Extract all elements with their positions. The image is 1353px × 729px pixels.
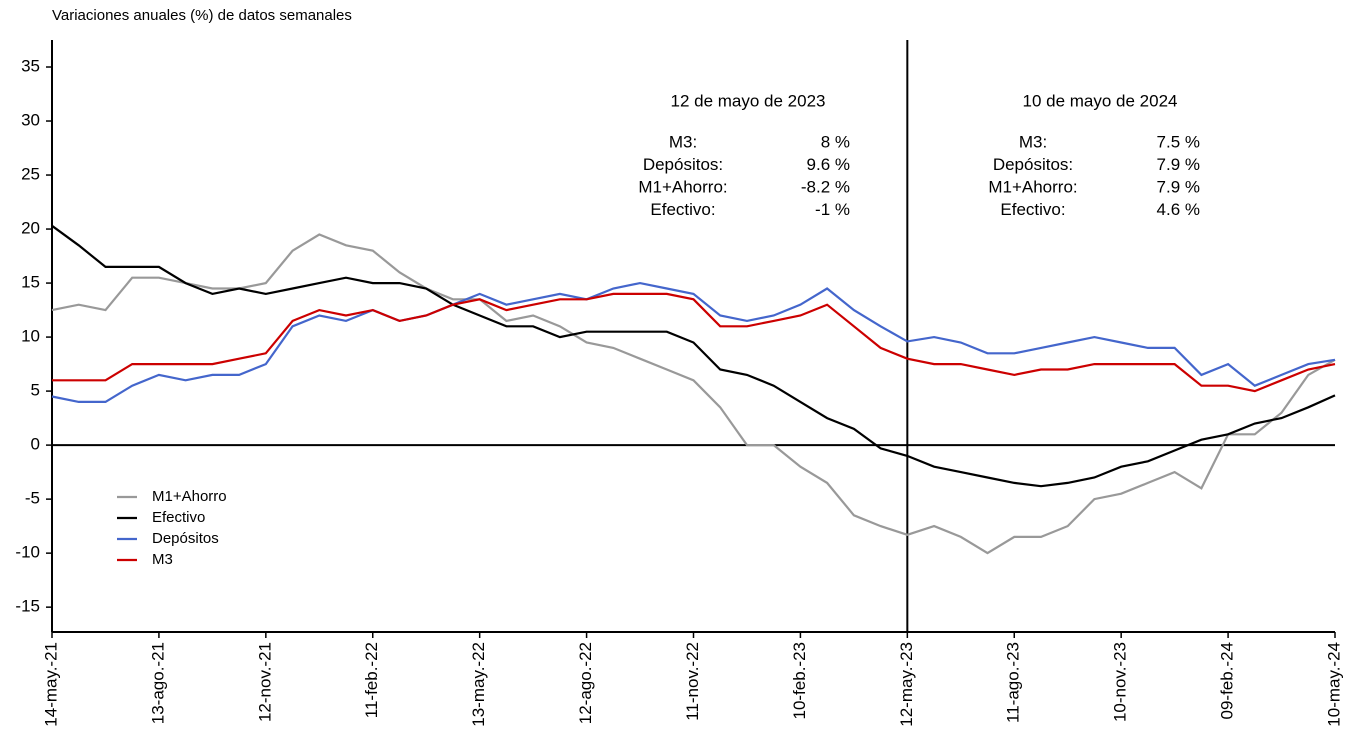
legend-label: M3 [152,551,173,568]
annotation-label: Efectivo: [650,200,715,219]
x-tick-label: 12-may.-23 [897,642,916,727]
series-line [52,292,1336,393]
x-tick-label: 10-may.-24 [1324,642,1343,727]
y-tick-label: 15 [21,273,40,292]
series-line [51,224,1336,488]
annotation-label: Depósitos: [643,155,723,174]
annotation-value: 7.9 % [1157,155,1200,174]
annotation-title: 12 de mayo de 2023 [670,91,825,110]
y-tick-label: 25 [21,165,40,184]
annotation-value: 9.6 % [807,155,850,174]
annotation-label: Efectivo: [1000,200,1065,219]
x-tick-label: 09-feb.-24 [1218,642,1237,720]
annotation-value: -1 % [815,200,850,219]
annotation-label: M1+Ahorro: [638,177,727,196]
y-tick-label: -5 [25,489,40,508]
chart-title: Variaciones anuales (%) de datos semanal… [52,7,352,24]
annotation-value: 7.9 % [1157,177,1200,196]
series-line [51,233,1336,555]
annotation-label: M3: [669,132,697,151]
x-tick-label: 11-feb.-22 [362,642,381,718]
x-tick-label: 12-ago.-22 [576,642,595,724]
legend-label: M1+Ahorro [152,488,227,505]
x-tick-label: 11-nov.-22 [683,642,702,721]
x-tick-label: 11-ago.-23 [1004,642,1023,723]
annotation-value: -8.2 % [801,177,850,196]
annotation-label: M1+Ahorro: [988,177,1077,196]
annotation-value: 4.6 % [1157,200,1200,219]
x-tick-label: 10-feb.-23 [790,642,809,720]
y-tick-label: 0 [31,435,40,454]
x-tick-label: 14-may.-21 [41,642,60,727]
y-tick-label: 10 [21,327,40,346]
annotation-label: Depósitos: [993,155,1073,174]
annotation-label: M3: [1019,132,1047,151]
annotation-value: 8 % [821,132,850,151]
y-tick-label: 5 [31,381,40,400]
x-tick-label: 10-nov.-23 [1111,642,1130,722]
x-tick-label: 13-may.-22 [469,642,488,727]
y-tick-label: 35 [21,56,40,75]
y-tick-label: 20 [21,219,40,238]
series-line [51,281,1336,403]
y-tick-label: 30 [21,111,40,130]
x-tick-label: 13-ago.-21 [148,642,167,724]
y-tick-label: -10 [15,543,40,562]
legend-label: Depósitos [152,530,219,547]
legend-label: Efectivo [152,509,205,526]
annotation-title: 10 de mayo de 2024 [1022,91,1177,110]
annotation-value: 7.5 % [1157,132,1200,151]
x-tick-label: 12-nov.-21 [255,642,274,722]
y-tick-label: -15 [15,597,40,616]
